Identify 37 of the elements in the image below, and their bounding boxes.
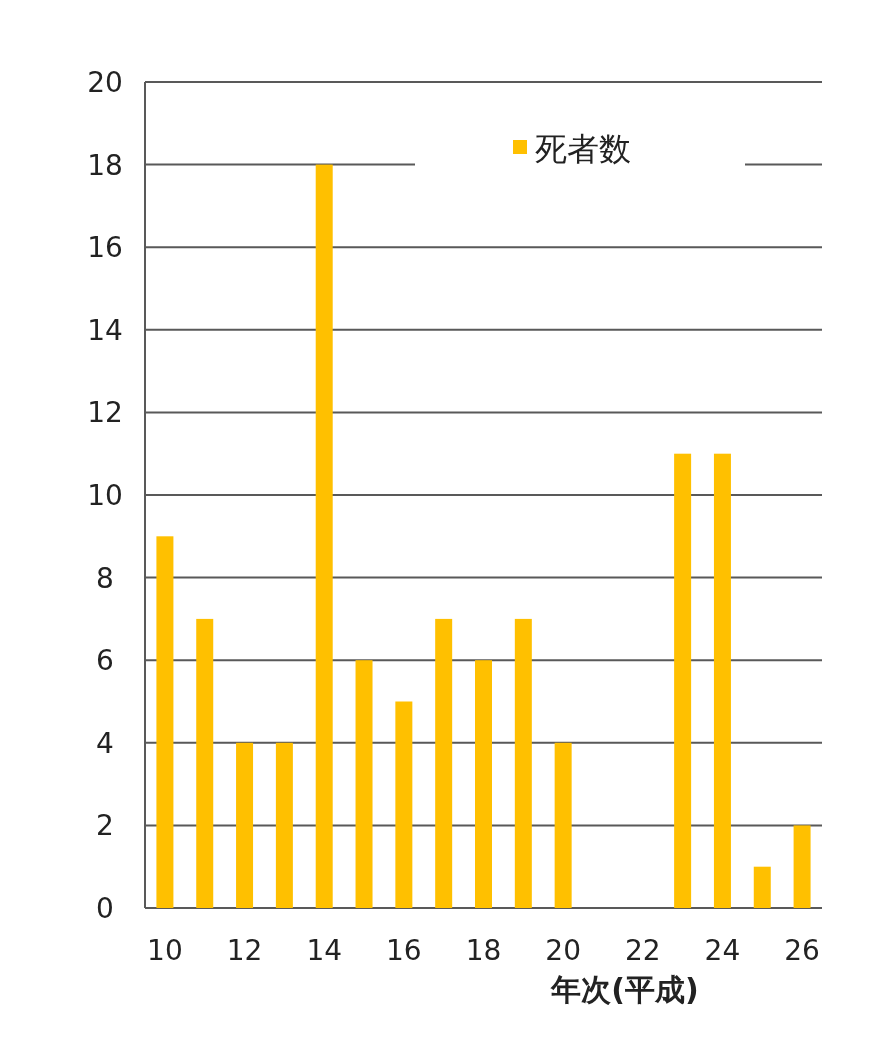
y-tick-label: 20 — [87, 66, 123, 99]
x-tick-label: 22 — [624, 934, 661, 967]
bar — [753, 866, 771, 908]
x-tick-label: 18 — [465, 934, 502, 967]
y-tick-label: 0 — [96, 892, 114, 925]
x-tick-label: 14 — [306, 934, 343, 967]
bar — [315, 164, 333, 908]
bar — [236, 742, 254, 908]
y-tick-label: 6 — [96, 644, 114, 678]
x-axis-title: 年次(平成) — [550, 972, 699, 1007]
x-tick-label: 26 — [784, 934, 820, 967]
bar — [713, 453, 731, 908]
y-tick-label: 10 — [87, 479, 123, 512]
bar — [674, 453, 692, 908]
x-tick-label: 20 — [545, 934, 581, 967]
bar — [196, 618, 214, 908]
y-tick-label: 2 — [96, 809, 114, 843]
y-tick-label: 14 — [87, 313, 123, 347]
bar — [435, 618, 453, 908]
bar — [793, 825, 811, 908]
bar — [156, 536, 174, 908]
y-tick-label: 12 — [87, 396, 123, 430]
bar — [514, 618, 532, 908]
bar — [275, 742, 293, 908]
x-tick-label: 24 — [704, 934, 741, 967]
y-tick-label: 4 — [96, 726, 114, 760]
y-tick-label: 8 — [96, 561, 114, 595]
bar — [554, 742, 572, 908]
x-tick-label: 12 — [226, 934, 263, 967]
x-tick-label: 10 — [147, 934, 183, 967]
bar — [355, 660, 373, 908]
x-tick-label: 16 — [386, 934, 422, 967]
y-tick-label: 18 — [87, 148, 123, 182]
legend-label: 死者数 — [535, 130, 631, 168]
bar — [395, 701, 413, 908]
bar — [475, 660, 492, 908]
y-tick-label: 16 — [87, 231, 123, 265]
